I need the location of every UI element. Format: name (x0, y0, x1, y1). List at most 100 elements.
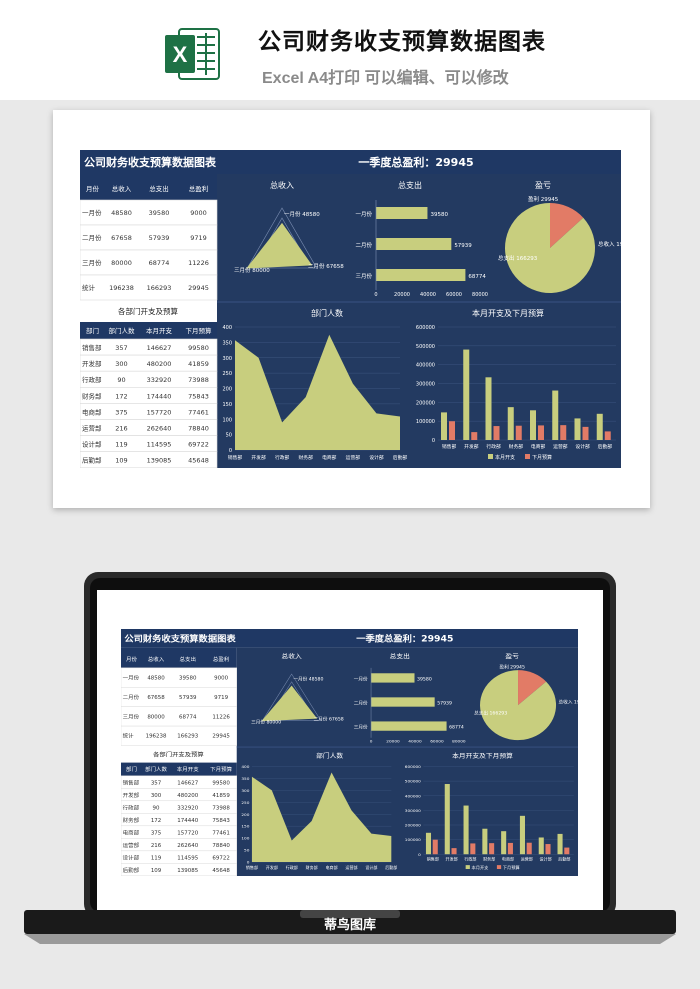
table2-header-bg (121, 762, 237, 776)
table2-cell: 开发部 (123, 791, 139, 799)
area-category: 后勤部 (385, 865, 397, 870)
area-category: 销售部 (228, 454, 243, 461)
gbar-bar (449, 421, 455, 440)
brand-label: 蒂鸟图库 (323, 917, 376, 932)
gbar-tick: 600000 (416, 325, 435, 331)
radar-label: 三月份 80000 (234, 266, 270, 274)
table2-caption: 各部门开支及预算 (153, 751, 204, 759)
table2-cell: 69722 (212, 856, 229, 862)
area-category: 行政部 (275, 454, 290, 461)
table2-cell: 262640 (177, 843, 198, 849)
table1-cell: 67658 (147, 695, 164, 701)
table1-header-bg (121, 647, 237, 668)
hbar-title: 总支出 (398, 180, 422, 190)
table2-cell: 电商部 (123, 829, 139, 837)
table1-header-bg (80, 174, 217, 200)
pie-slice (505, 203, 595, 293)
table1-header-cell: 总收入 (112, 184, 132, 193)
table2-cell: 99580 (188, 344, 209, 352)
radar-area (261, 685, 318, 722)
area-tick: 200 (241, 812, 249, 817)
table2-cell: 销售部 (123, 779, 139, 787)
table1-cell: 9000 (190, 209, 207, 217)
radar-label: 三月份 80000 (251, 719, 281, 726)
area-tick: 100 (241, 836, 249, 841)
gbar-bar (526, 842, 532, 855)
hbar-tick: 60000 (430, 739, 444, 744)
gbar-bar (507, 842, 513, 855)
table2-cell: 216 (151, 843, 162, 849)
pie-slice (550, 203, 584, 248)
table2-cell: 357 (115, 344, 127, 352)
area-category: 财务部 (299, 454, 314, 461)
table1-cell: 二月份 (123, 693, 140, 701)
table2-cell: 332920 (147, 376, 172, 384)
gbar-tick: 500000 (405, 779, 422, 784)
legend-label: 下月预算 (503, 864, 520, 870)
area-tick: 300 (222, 356, 232, 362)
dashboard-title: 公司财务收支预算数据图表 (124, 633, 235, 644)
gbar-category: 销售部 (427, 857, 439, 862)
table1-cell: 48580 (111, 209, 132, 217)
gbar-bar (552, 390, 559, 440)
dashboard-title-bar (80, 150, 621, 174)
table2-header-cell: 部门 (86, 326, 99, 335)
excel-icon: X (165, 28, 220, 80)
table1-cell: 196238 (109, 284, 134, 292)
pie-label: 盈利 29945 (499, 664, 525, 671)
table2-cell: 运营部 (82, 424, 102, 433)
radar-area (246, 222, 313, 269)
table2-cell: 157720 (147, 408, 172, 416)
gbar-bar (564, 847, 570, 855)
gbar-tick: 500000 (416, 344, 435, 350)
table2-cell: 设计部 (82, 440, 102, 449)
area-tick: 300 (241, 788, 249, 793)
table1-cell: 57939 (179, 695, 196, 701)
table2-cell: 109 (115, 457, 127, 465)
area-title: 部门人数 (311, 308, 343, 318)
hbar-category: 一月份 (355, 210, 372, 218)
area-category: 运营部 (346, 454, 361, 461)
legend-swatch (525, 454, 530, 459)
gbar-bar (574, 418, 581, 440)
area-tick: 150 (222, 402, 232, 408)
gbar-tick: 600000 (405, 764, 422, 769)
table1-cell: 统计 (82, 283, 96, 292)
hbar-tick: 20000 (394, 292, 410, 298)
table1-header-cell: 总收入 (148, 655, 165, 663)
hbar-value: 57939 (437, 701, 452, 707)
gbar-tick: 100000 (416, 419, 435, 425)
table1-cell: 一月份 (123, 674, 140, 682)
table1-cell: 196238 (146, 734, 167, 740)
gbar-tick: 100000 (405, 837, 422, 842)
gbar-category: 行政部 (486, 443, 501, 450)
table2-cell: 174440 (147, 392, 172, 400)
gbar-bar (441, 412, 447, 440)
table2-cell: 357 (151, 781, 161, 787)
gbar-category: 行政部 (464, 857, 476, 862)
excel-letter: X (173, 42, 188, 67)
table2-cell: 电商部 (82, 407, 102, 416)
table2-cell: 480200 (177, 793, 198, 799)
gbar-bar (432, 839, 438, 855)
gbar-tick: 200000 (416, 400, 435, 406)
table2-cell: 157720 (177, 831, 198, 837)
hbar-tick: 0 (370, 739, 373, 744)
table2-cell: 119 (151, 856, 161, 862)
table1-row (80, 274, 218, 301)
dashboard-title-bar (121, 629, 578, 648)
hbar-bar (376, 269, 466, 281)
table2-cell: 139085 (147, 457, 172, 465)
hbar-bar (371, 697, 435, 707)
pie-label: 总收入 196238 (598, 240, 621, 248)
gbar-bar (489, 843, 495, 855)
table1-cell: 39580 (179, 676, 196, 682)
radar-title: 总收入 (270, 180, 294, 190)
table2-cell: 216 (115, 425, 127, 433)
table2-header-cell: 下月预算 (186, 326, 213, 335)
hbar-value: 68774 (449, 725, 464, 731)
gbar-tick: 300000 (405, 808, 422, 813)
gbar-tick: 300000 (416, 382, 435, 388)
table1-cell: 166293 (177, 734, 198, 740)
